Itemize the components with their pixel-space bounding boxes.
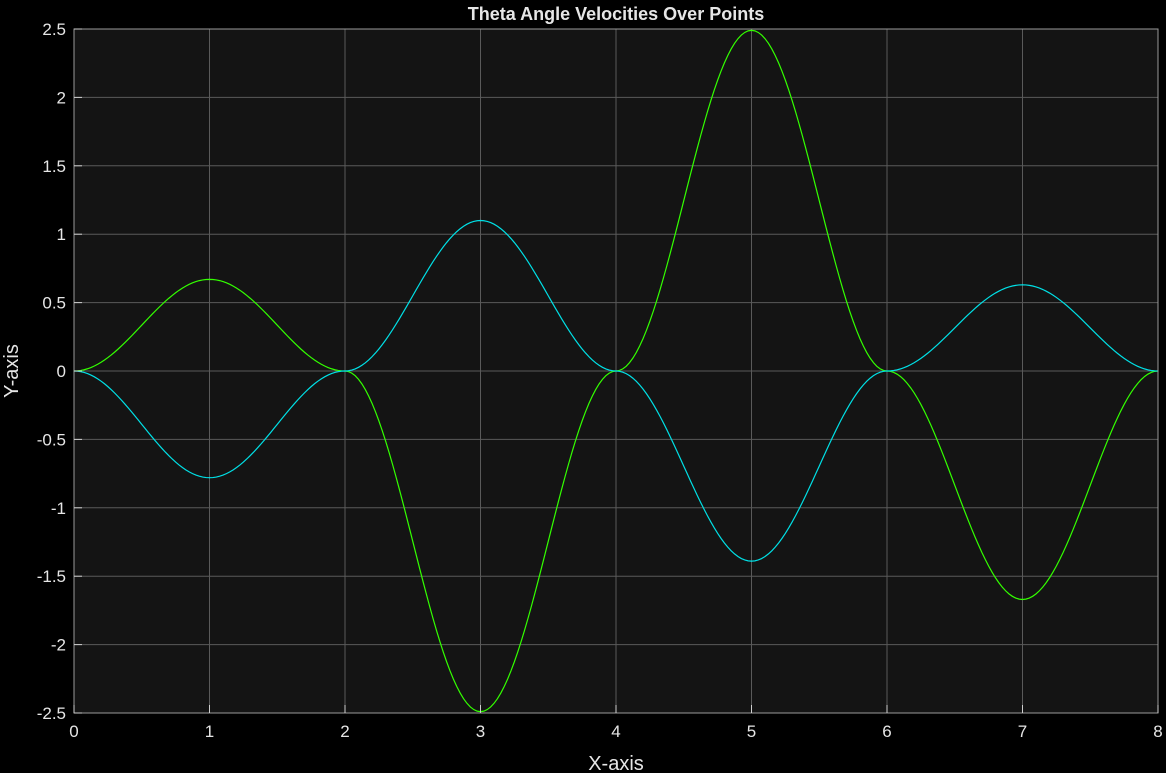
x-tick-label: 1 bbox=[205, 722, 214, 741]
y-tick-label: 1 bbox=[57, 225, 66, 244]
y-tick-label: 2 bbox=[57, 88, 66, 107]
y-tick-label: 2.5 bbox=[42, 20, 66, 39]
series-2-point bbox=[479, 219, 482, 222]
y-tick-label: -1 bbox=[51, 499, 66, 518]
x-tick-label: 2 bbox=[340, 722, 349, 741]
tick-labels: 0 1 2 3 4 5 6 7 8 2.5 2 1.5 1 0.5 0 -0.5 -1 -1.5 -2 -2.5 bbox=[37, 20, 1163, 741]
y-tick-label: -0.5 bbox=[37, 430, 66, 449]
x-tick-label: 7 bbox=[1018, 722, 1027, 741]
series-2-point bbox=[886, 370, 888, 372]
y-tick-label: -1.5 bbox=[37, 567, 66, 586]
series-2-point bbox=[750, 560, 753, 562]
chart-title: Theta Angle Velocities Over Points bbox=[468, 4, 764, 24]
y-tick-label: 1.5 bbox=[42, 157, 66, 176]
y-tick-label: 0.5 bbox=[42, 294, 66, 313]
y-axis-label: Y-axis bbox=[1, 344, 23, 398]
series-1-point bbox=[1021, 598, 1024, 601]
series-2-point bbox=[615, 370, 617, 372]
x-axis-label: X-axis bbox=[588, 753, 644, 773]
x-tick-label: 0 bbox=[69, 722, 78, 741]
series-2-point bbox=[344, 370, 346, 372]
x-tick-label: 6 bbox=[882, 722, 891, 741]
x-tick-label: 3 bbox=[476, 722, 485, 741]
y-tick-label: 0 bbox=[57, 362, 66, 381]
y-tick-label: -2.5 bbox=[37, 704, 66, 723]
x-tick-label: 8 bbox=[1153, 722, 1162, 741]
x-tick-label: 4 bbox=[611, 722, 620, 741]
series-1-point bbox=[208, 278, 211, 280]
series-2-point bbox=[208, 477, 211, 479]
x-tick-label: 5 bbox=[747, 722, 756, 741]
series-2-point bbox=[1021, 284, 1024, 286]
y-tick-label: -2 bbox=[51, 636, 66, 655]
series-1-point bbox=[750, 29, 753, 31]
